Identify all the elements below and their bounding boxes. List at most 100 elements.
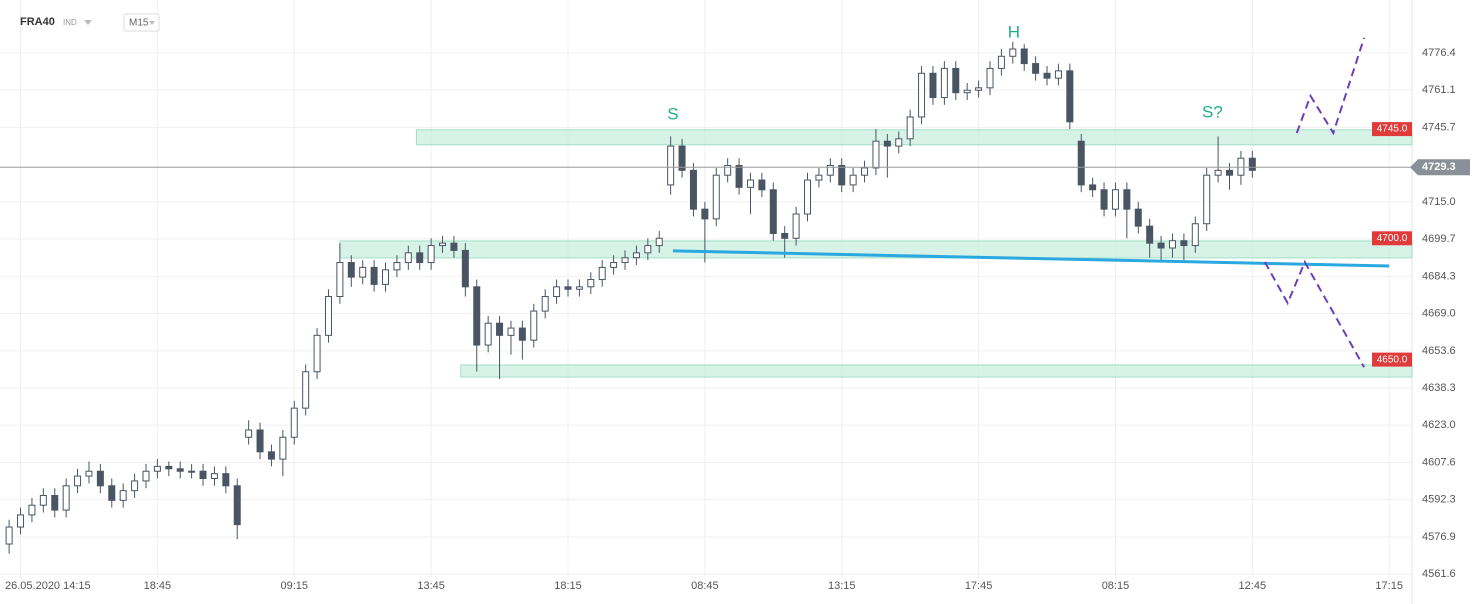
x-tick-label: 18:15 [554, 580, 582, 592]
candle-body [518, 327, 526, 341]
candle-body [176, 468, 184, 472]
candle-body [655, 237, 663, 247]
candle-body [427, 245, 435, 264]
candle-body [530, 310, 538, 341]
symbol-type[interactable]: IND [63, 18, 77, 27]
candle-body [861, 167, 869, 176]
candle-body [975, 87, 983, 91]
x-tick-label: 13:15 [828, 580, 856, 592]
candle-body [313, 334, 321, 373]
candle-body [1157, 242, 1165, 249]
candle-body [17, 514, 25, 528]
zone [460, 364, 1413, 378]
candle-body [131, 480, 139, 492]
y-tick-label: 4653.6 [1422, 345, 1456, 357]
candle-body [142, 470, 150, 482]
candle-body [1020, 48, 1028, 65]
current-price-tag [1410, 159, 1470, 176]
y-tick-label: 4638.3 [1422, 382, 1456, 394]
zone-tag-label: 4700.0 [1377, 233, 1408, 244]
candle-body [450, 242, 458, 251]
candle-body [701, 208, 709, 220]
candle-body [1089, 184, 1097, 191]
candle-body [1248, 157, 1256, 171]
candle-body [324, 296, 332, 336]
candle-body [336, 262, 344, 298]
candle-body [1032, 63, 1040, 74]
candle-body [28, 504, 36, 516]
y-tick-label: 4623.0 [1422, 419, 1456, 431]
candle-body [108, 485, 116, 501]
candle-body [496, 322, 504, 336]
candle-body [952, 67, 960, 94]
candle-body [997, 55, 1005, 69]
candle-body [153, 465, 161, 472]
candle-body [188, 470, 196, 473]
candle-body [256, 429, 264, 453]
y-tick-label: 4684.3 [1422, 270, 1456, 282]
candle-body [1180, 240, 1188, 247]
zone-tag [1372, 352, 1412, 367]
candle-body [1009, 48, 1017, 57]
candle-body [74, 475, 82, 487]
x-tick-label: 08:15 [1102, 580, 1130, 592]
annotation: S [667, 105, 678, 124]
projection [1295, 37, 1366, 136]
annotation: H [1008, 22, 1020, 41]
candle-body [1043, 72, 1051, 79]
zones [339, 129, 1413, 378]
candle-body [62, 485, 70, 511]
interval-arrow[interactable] [149, 21, 155, 25]
candle-body [233, 485, 241, 526]
candle-body [1214, 169, 1222, 176]
neckline [672, 249, 1390, 268]
candle-body [838, 164, 846, 186]
candle-body [473, 286, 481, 346]
candle-body [439, 242, 447, 247]
candle-body [758, 179, 766, 191]
candle-body [575, 286, 583, 290]
interval-box[interactable] [123, 13, 160, 32]
candle-body [940, 67, 948, 99]
candle-body [1226, 169, 1234, 176]
candle-body [712, 174, 720, 220]
candles [5, 41, 1256, 554]
candle-body [564, 286, 572, 290]
candle-body [815, 174, 823, 181]
candle-body [735, 164, 743, 188]
dropdown-arrow[interactable] [84, 20, 92, 25]
candle-body [370, 266, 378, 285]
candle-body [1168, 240, 1176, 249]
candle-body [382, 269, 390, 285]
x-tick-label: 13:45 [417, 580, 445, 592]
candle-body [644, 245, 652, 254]
interval[interactable]: M15 [129, 18, 149, 29]
candle-body [461, 249, 469, 288]
candle-body [804, 179, 812, 215]
x-tick-label: 09:15 [280, 580, 308, 592]
candle-body [883, 140, 891, 147]
symbol: FRA40 [20, 16, 55, 28]
y-tick-label: 4715.0 [1422, 196, 1456, 208]
candle-body [587, 279, 595, 288]
candle-body [792, 213, 800, 239]
zone-tag [1372, 122, 1412, 137]
candle-body [347, 262, 355, 278]
candle-body [484, 322, 492, 346]
candle-body [1123, 189, 1131, 210]
candle-body [610, 262, 618, 268]
zone-tag-label: 4745.0 [1377, 124, 1408, 135]
projection [1263, 259, 1365, 368]
x-tick-label: 26.05.2020 14:15 [5, 580, 91, 592]
candle-body [1203, 174, 1211, 225]
candle-body [1054, 70, 1062, 79]
candle-body [667, 145, 675, 186]
candle-body [165, 465, 173, 470]
candle-body [1066, 70, 1074, 123]
annotation: S? [1202, 102, 1223, 121]
candle-body [210, 473, 218, 480]
candle-body [302, 371, 310, 409]
candle-body [267, 451, 275, 460]
grid [0, 0, 1413, 604]
